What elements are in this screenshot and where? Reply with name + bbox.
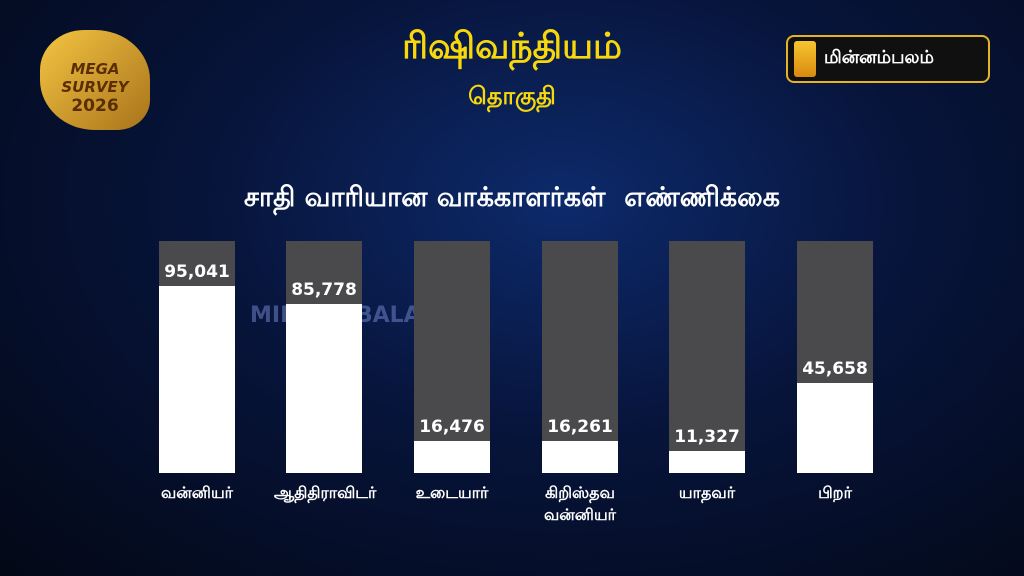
bar (159, 286, 235, 473)
category-label: பிறர் (818, 483, 852, 502)
bar (286, 304, 362, 473)
category-label: வன்னியர் (160, 483, 234, 502)
data-label: 11,327 (674, 426, 740, 447)
data-label: 16,261 (547, 417, 613, 437)
logo: மின்னம்பலம் (786, 35, 990, 83)
chart-title: சாதி வாரியான வாக்காளர்கள் எண்ணிக்கை (244, 182, 780, 213)
logo-mark (794, 41, 816, 77)
bar-track (414, 241, 490, 473)
bar (797, 383, 873, 473)
category-label: யாதவர் (678, 483, 736, 502)
bar (414, 440, 490, 473)
bar (669, 450, 745, 473)
subtitle: தொகுதி (468, 82, 556, 110)
category-label: உடையார் (415, 483, 489, 502)
bar (542, 441, 618, 473)
survey-badge: MEGA SURVEY 2026 (40, 30, 150, 130)
bar-track (542, 241, 618, 473)
category-label: கிறிஸ்தவ வன்னியர் (543, 483, 617, 524)
data-label: 85,778 (291, 280, 357, 301)
data-label: 45,658 (802, 359, 868, 380)
category-label: ஆதிதிராவிடர் (274, 483, 377, 502)
title: ரிஷிவந்தியம் (402, 26, 622, 67)
logo-text: மின்னம்பலம் (824, 47, 934, 68)
badge-text: MEGA SURVEY (61, 60, 129, 96)
bar-track (669, 241, 745, 473)
badge-year: 2026 (71, 96, 119, 116)
data-label: 16,476 (419, 416, 485, 437)
data-label: 95,041 (164, 262, 230, 282)
